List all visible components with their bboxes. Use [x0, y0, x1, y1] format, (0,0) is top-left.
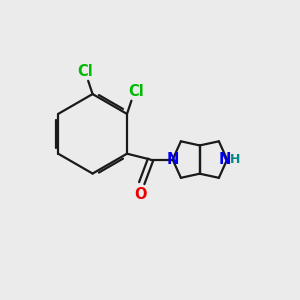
- Text: O: O: [134, 187, 146, 202]
- Text: H: H: [230, 153, 241, 166]
- Text: Cl: Cl: [77, 64, 93, 80]
- Text: N: N: [167, 152, 179, 167]
- Text: N: N: [219, 152, 231, 167]
- Text: Cl: Cl: [128, 84, 144, 99]
